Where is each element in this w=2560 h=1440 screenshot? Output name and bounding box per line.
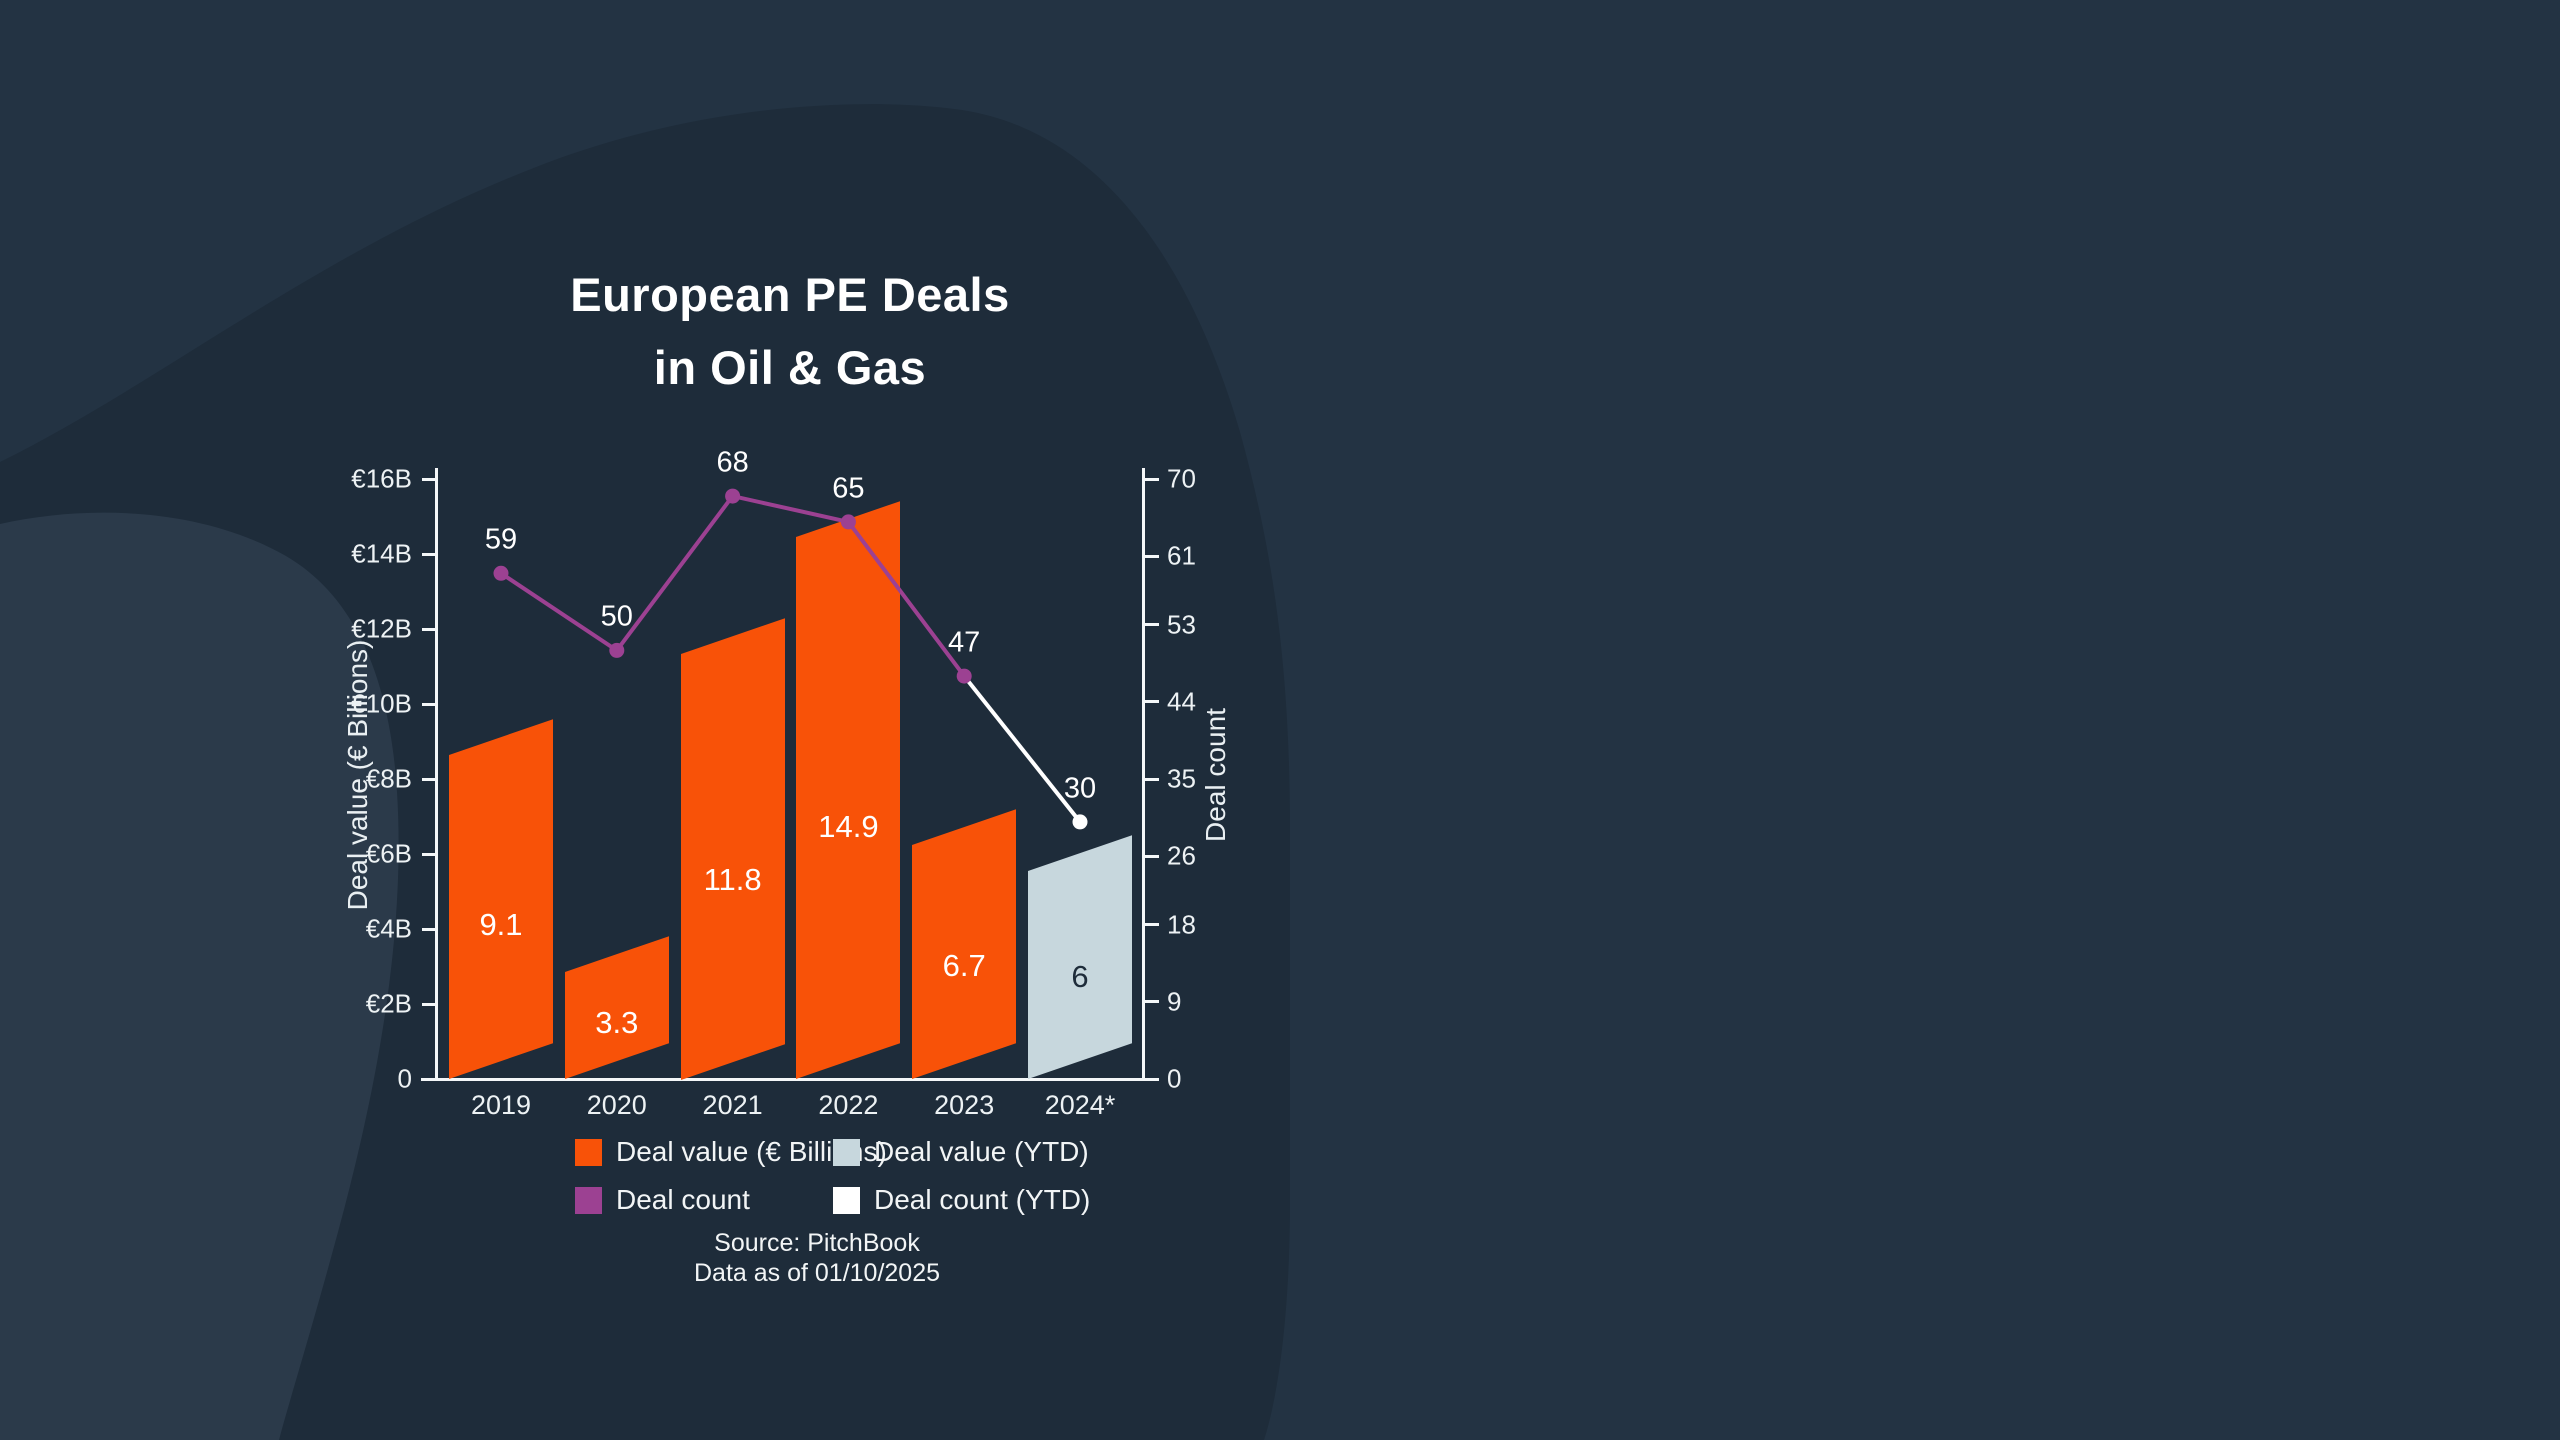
right-axis-tick-label: 61 <box>1167 540 1196 571</box>
left-axis-tick <box>422 927 436 931</box>
legend-swatch-deal-count-ytd <box>833 1186 860 1214</box>
right-axis-tick <box>1145 700 1159 704</box>
count-label-2022: 65 <box>832 472 865 505</box>
x-axis-label-2022: 2022 <box>818 1090 879 1120</box>
left-axis-tick-label: €2B <box>365 988 412 1019</box>
count-label-2021: 68 <box>716 446 749 479</box>
legend-label-deal-value-ytd: Deal value (YTD) <box>874 1136 1089 1167</box>
left-axis-tick <box>422 777 436 781</box>
right-axis-tick <box>1145 777 1159 781</box>
left-axis-tick <box>422 852 436 856</box>
left-axis-tick <box>422 552 436 556</box>
left-axis-tick <box>422 1002 436 1006</box>
right-axis-tick-label: 35 <box>1167 763 1196 794</box>
right-axis-tick <box>1145 1077 1159 1081</box>
right-axis-tick <box>1145 923 1159 927</box>
right-axis-tick <box>1145 477 1159 481</box>
left-axis-tick-label: €6B <box>365 838 412 869</box>
left-axis-tick-label: €16B <box>351 463 412 494</box>
left-axis-tick <box>422 627 436 631</box>
right-axis-tick-label: 44 <box>1167 686 1196 717</box>
left-axis-tick-label: €8B <box>365 763 412 794</box>
x-axis-label-2023: 2023 <box>934 1090 995 1120</box>
bar-value-2022: 14.9 <box>818 809 879 845</box>
x-axis-label-2024*: 2024* <box>1044 1090 1116 1120</box>
right-axis-tick-label: 26 <box>1167 840 1196 871</box>
left-axis-tick-label: 0 <box>397 1063 412 1094</box>
bar-value-2023: 6.7 <box>942 947 986 983</box>
chart-title: European PE Deals in Oil & Gas <box>437 258 1143 404</box>
right-axis-tick <box>1145 623 1159 627</box>
left-axis-tick-label: €14B <box>351 538 412 569</box>
source-block: Source: PitchBook Data as of 01/10/2025 <box>464 1228 1170 1288</box>
legend-swatch-deal-value-ytd <box>833 1138 860 1166</box>
left-axis-tick-label: €10B <box>351 688 412 719</box>
bar-value-2021: 11.8 <box>703 861 762 897</box>
right-axis-tick <box>1145 554 1159 558</box>
bar-value-2020: 3.3 <box>595 1005 639 1040</box>
left-axis-tick <box>422 702 436 706</box>
x-axis-label-2021: 2021 <box>702 1090 763 1120</box>
right-axis-line <box>1142 468 1145 1081</box>
data-as-of-line: Data as of 01/10/2025 <box>693 1259 941 1287</box>
right-axis-tick-label: 18 <box>1167 909 1196 940</box>
left-axis-tick-label: €4B <box>365 913 412 944</box>
count-label-2020: 50 <box>600 600 633 633</box>
left-axis-line <box>435 468 438 1081</box>
right-axis-tick <box>1145 854 1159 858</box>
x-axis-label-2020: 2020 <box>586 1090 647 1120</box>
right-axis-tick <box>1145 1000 1159 1004</box>
x-axis-label-2019: 2019 <box>470 1090 532 1120</box>
right-axis-tick-label: 70 <box>1167 463 1196 494</box>
swoosh-shape <box>0 512 399 1440</box>
right-axis-tick-label: 0 <box>1167 1063 1182 1094</box>
count-label-2024*: 30 <box>1063 772 1097 805</box>
legend-item-deal-value-ytd: Deal value (YTD) <box>833 1136 1089 1168</box>
right-axis-tick-label: 53 <box>1167 609 1196 640</box>
count-label-2023: 47 <box>948 626 981 659</box>
count-label-2019: 59 <box>484 523 518 556</box>
legend-item-deal-count-ytd: Deal count (YTD) <box>833 1184 1090 1216</box>
chart-title-line2: in Oil & Gas <box>653 341 927 394</box>
left-axis-tick-label: €12B <box>351 613 412 644</box>
left-axis-tick <box>422 477 436 481</box>
legend-label-deal-count: Deal count <box>616 1184 750 1215</box>
chart-title-line1: European PE Deals <box>570 268 1010 321</box>
right-axis-tick-label: 9 <box>1167 986 1182 1017</box>
legend-item-deal-count: Deal count <box>575 1184 750 1216</box>
legend-swatch-deal-count <box>575 1186 602 1214</box>
legend-label-deal-count-ytd: Deal count (YTD) <box>874 1184 1091 1215</box>
bar-value-2024*: 6 <box>1071 959 1089 995</box>
legend-swatch-deal-value <box>575 1138 602 1166</box>
source-line: Source: PitchBook <box>714 1229 920 1257</box>
left-axis-tick <box>422 1077 436 1081</box>
x-axis-line <box>421 1078 1159 1081</box>
bar-value-2019: 9.1 <box>479 907 523 943</box>
